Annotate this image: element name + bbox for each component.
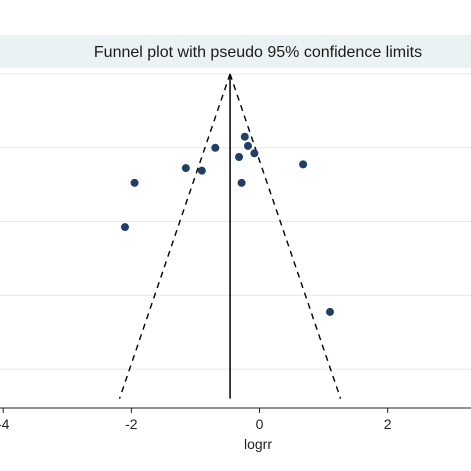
chart-title: Funnel plot with pseudo 95% confidence l… <box>94 44 422 61</box>
x-tick-label: 2 <box>384 416 392 432</box>
y-gridlines <box>0 73 471 370</box>
data-point <box>130 178 139 187</box>
x-tick-label: 0 <box>256 416 264 432</box>
ci-lower-limit <box>118 73 231 399</box>
x-axis-label: logrr <box>244 436 272 452</box>
data-point <box>237 178 246 187</box>
data-point <box>243 141 252 150</box>
ci-upper-limit <box>229 73 342 399</box>
data-point <box>299 160 308 169</box>
data-points <box>120 132 335 316</box>
data-point <box>326 307 335 316</box>
data-point <box>240 132 249 141</box>
data-point <box>235 153 244 161</box>
x-tick-label: -4 <box>0 416 10 432</box>
data-point <box>250 149 259 158</box>
data-point <box>197 166 206 175</box>
x-axis-ticks: -4 -2 0 2 <box>0 408 392 432</box>
x-tick-label: -2 <box>125 416 138 432</box>
title-band <box>0 35 471 68</box>
data-point <box>181 164 190 173</box>
data-point <box>120 223 129 232</box>
data-point <box>211 143 220 152</box>
